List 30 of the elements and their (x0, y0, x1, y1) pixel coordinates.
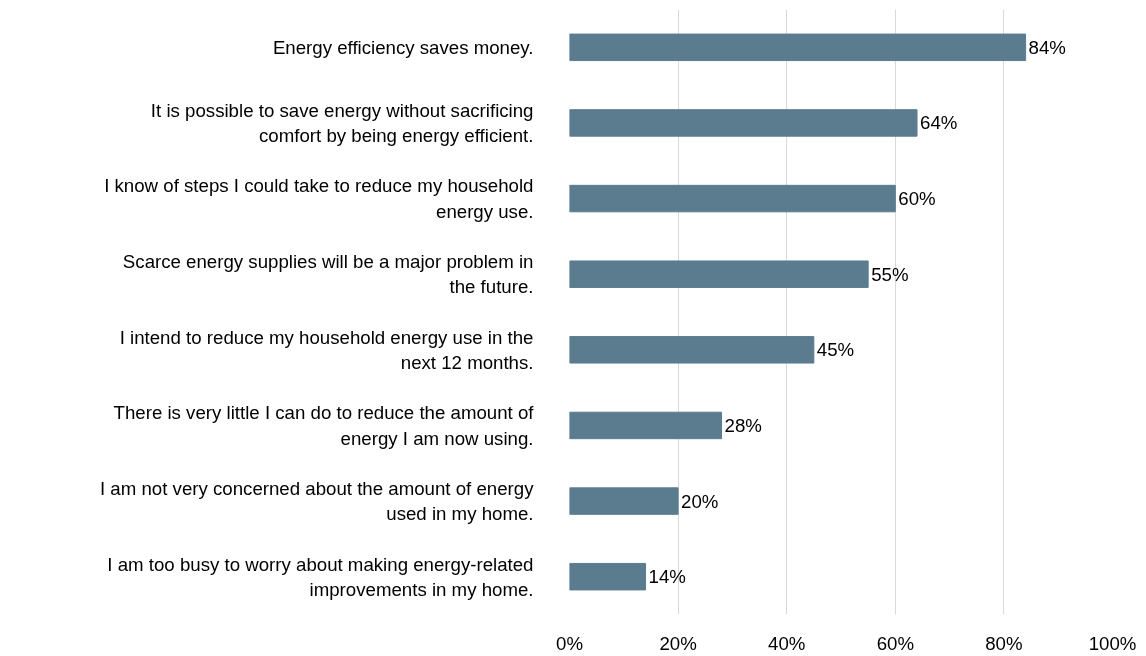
y-tick-label: I know of steps I could take to reduce my household energy use. (104, 175, 534, 222)
y-tick-label: I am too busy to worry about making energy-related improvements in my home. (107, 553, 534, 600)
y-tick-label: I am not very concerned about the amount of energy used in my home. (100, 477, 535, 525)
x-tick-label: 20% (659, 632, 697, 654)
bar (569, 33, 1027, 62)
x-tick-label: 100% (1088, 632, 1137, 654)
y-tick-label: There is very little I can do to reduce the amount of energy I am now using. (113, 402, 535, 449)
y-tick-label: It is possible to save energy without sacrificing comfort by being energy efficient. (150, 99, 534, 147)
data-label: 84% (1028, 36, 1066, 58)
bar (569, 336, 815, 364)
x-tick-label: 80% (985, 632, 1023, 654)
x-tick-label: 40% (768, 632, 806, 654)
data-label: 55% (871, 263, 909, 285)
data-label: 64% (920, 112, 958, 134)
bar (569, 411, 723, 440)
y-tick-label: Energy efficiency saves money. (272, 36, 534, 58)
bar (569, 109, 918, 137)
bar (569, 487, 679, 515)
bar (569, 184, 896, 213)
y-tick-label: I intend to reduce my household energy use in the next 12 months. (119, 326, 534, 373)
x-tick-label: 0% (556, 632, 583, 654)
bar (569, 260, 869, 288)
data-label: 28% (724, 414, 762, 436)
data-label: 45% (816, 339, 855, 361)
data-label: 14% (648, 566, 686, 588)
x-tick-label: 60% (876, 632, 914, 654)
data-label: 60% (898, 188, 936, 210)
bar (569, 562, 647, 591)
y-tick-label: Scarce energy supplies will be a major problem in the future. (122, 251, 534, 298)
data-label: 20% (681, 490, 719, 512)
